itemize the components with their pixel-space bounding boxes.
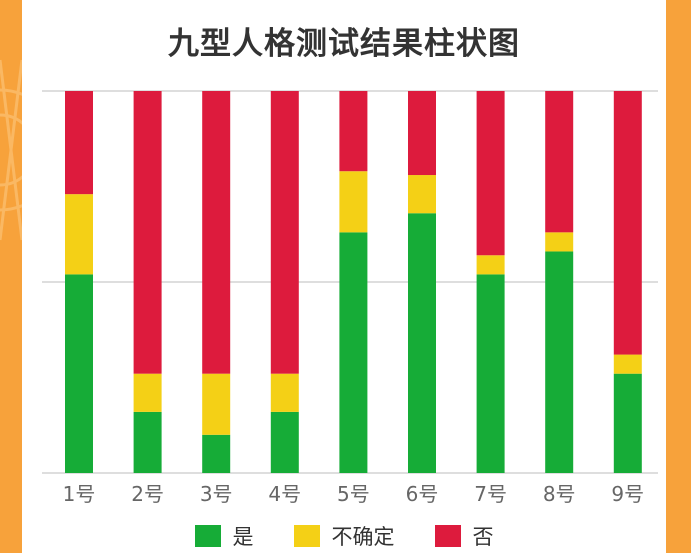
legend-item-unsure: 不确定 [293,521,395,551]
legend-item-yes: 是 [194,521,254,551]
legend-swatch-no [434,525,461,547]
bar-segment-8-0 [545,251,574,473]
bar-segment-7-1 [476,255,505,275]
chart-plot: 1号 2号 3号 4号 5号 6号 7号 8号 9号 [42,90,658,506]
legend-swatch-unsure [293,525,320,547]
bar-segment-6-2 [408,91,436,176]
x-tick-label-3: 3号 [200,482,233,506]
bar-segment-5-1 [339,171,368,233]
x-tick-label-9: 9号 [611,482,644,506]
bar-segment-2-2 [133,91,162,374]
bar-segment-8-2 [545,91,574,233]
bar-segment-9-2 [613,91,642,355]
x-tick-label-6: 6号 [406,482,439,506]
bar-segment-3-2 [202,91,231,374]
bar-segment-7-2 [476,91,505,256]
bar-segment-4-0 [270,411,299,473]
bar-segment-3-1 [202,373,231,435]
chart-legend: 是 不确定 否 [22,521,666,551]
bar-segment-2-1 [133,373,162,412]
bar-segment-4-2 [270,91,299,374]
bar-segment-7-0 [476,274,505,473]
x-tick-label-2: 2号 [131,482,164,506]
legend-label-no: 否 [472,525,494,549]
bar-segment-9-1 [613,354,642,374]
bar-segment-8-1 [545,232,574,252]
legend-swatch-yes [194,525,221,547]
bar-segment-9-0 [613,373,642,473]
chart-card: 九型人格测试结果柱状图 1号 2号 3号 4号 5号 6号 7号 8号 9号 是 不确定 否 [22,0,666,553]
bar-segment-6-0 [408,213,436,474]
bar-segment-1-0 [65,274,93,473]
x-tick-label-8: 8号 [543,482,576,506]
x-tick-label-1: 1号 [63,482,96,506]
x-tick-label-4: 4号 [268,482,301,506]
bar-segment-4-1 [270,373,299,412]
x-tick-label-5: 5号 [337,482,370,506]
bar-segment-1-1 [65,194,93,275]
legend-label-yes: 是 [232,525,254,549]
bar-segment-3-0 [202,434,231,473]
bar-segment-2-0 [133,411,162,473]
bar-segment-6-1 [408,175,436,214]
bar-segment-1-2 [65,91,93,195]
bar-segment-5-0 [339,232,368,473]
bar-segment-5-2 [339,91,368,172]
x-tick-label-7: 7号 [474,482,507,506]
chart-title: 九型人格测试结果柱状图 [168,26,520,62]
legend-label-unsure: 不确定 [331,525,395,549]
legend-item-no: 否 [434,521,494,551]
